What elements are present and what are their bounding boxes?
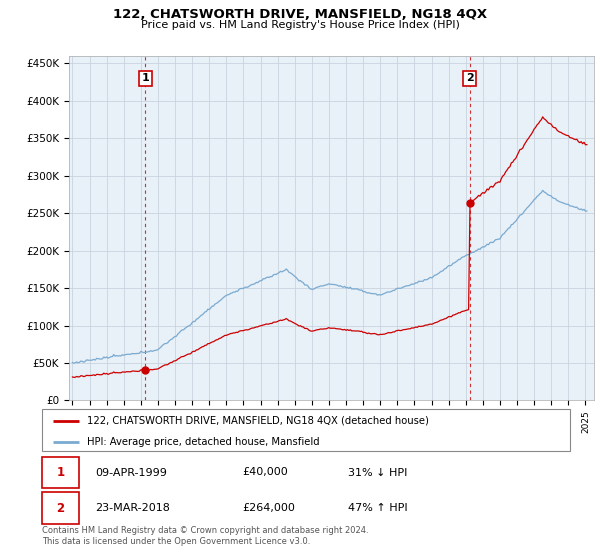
Text: £264,000: £264,000 bbox=[242, 503, 296, 513]
Text: Price paid vs. HM Land Registry's House Price Index (HPI): Price paid vs. HM Land Registry's House … bbox=[140, 20, 460, 30]
Text: 09-APR-1999: 09-APR-1999 bbox=[95, 468, 167, 478]
Text: 47% ↑ HPI: 47% ↑ HPI bbox=[348, 503, 408, 513]
Text: 2: 2 bbox=[56, 502, 65, 515]
Text: 122, CHATSWORTH DRIVE, MANSFIELD, NG18 4QX (detached house): 122, CHATSWORTH DRIVE, MANSFIELD, NG18 4… bbox=[87, 416, 429, 426]
Text: £40,000: £40,000 bbox=[242, 468, 289, 478]
Text: 2: 2 bbox=[466, 73, 473, 83]
Bar bbox=[42, 492, 79, 524]
Text: 23-MAR-2018: 23-MAR-2018 bbox=[95, 503, 170, 513]
Text: 31% ↓ HPI: 31% ↓ HPI bbox=[348, 468, 407, 478]
Text: 122, CHATSWORTH DRIVE, MANSFIELD, NG18 4QX: 122, CHATSWORTH DRIVE, MANSFIELD, NG18 4… bbox=[113, 8, 487, 21]
Text: 1: 1 bbox=[56, 466, 65, 479]
Text: 1: 1 bbox=[142, 73, 149, 83]
Text: HPI: Average price, detached house, Mansfield: HPI: Average price, detached house, Mans… bbox=[87, 437, 320, 446]
Bar bbox=[42, 457, 79, 488]
Text: Contains HM Land Registry data © Crown copyright and database right 2024.
This d: Contains HM Land Registry data © Crown c… bbox=[42, 526, 368, 546]
